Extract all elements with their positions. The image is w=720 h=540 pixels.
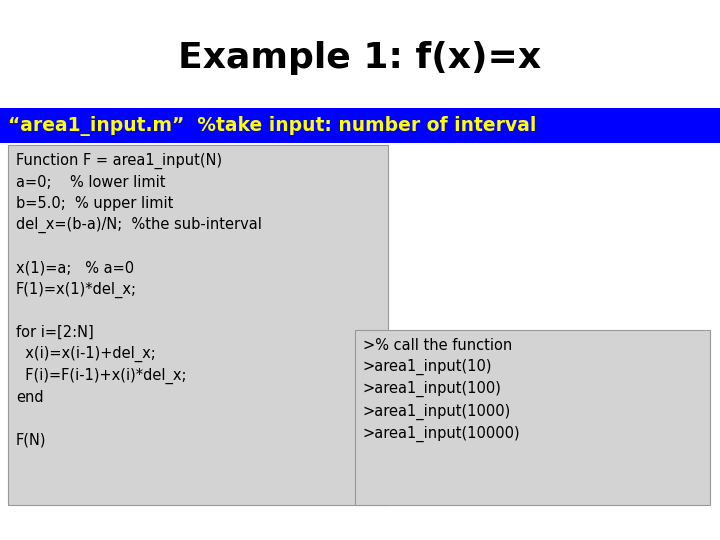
Text: “area1_input.m”  %take input: number of interval: “area1_input.m” %take input: number of i… (8, 116, 536, 136)
Text: Example 1: f(x)=x: Example 1: f(x)=x (179, 41, 541, 75)
Bar (355, 330, 710, 505)
Text: Function F = area1_input(N)
a=0;    % lower limit
b=5.0;  % upper limit
del_x=(b: Function F = area1_input(N) a=0; % lower… (16, 153, 262, 447)
Bar (0, 108, 720, 143)
Bar (8, 145, 388, 505)
Text: >% call the function
>area1_input(10)
>area1_input(100)
>area1_input(1000)
>area: >% call the function >area1_input(10) >a… (363, 338, 521, 442)
